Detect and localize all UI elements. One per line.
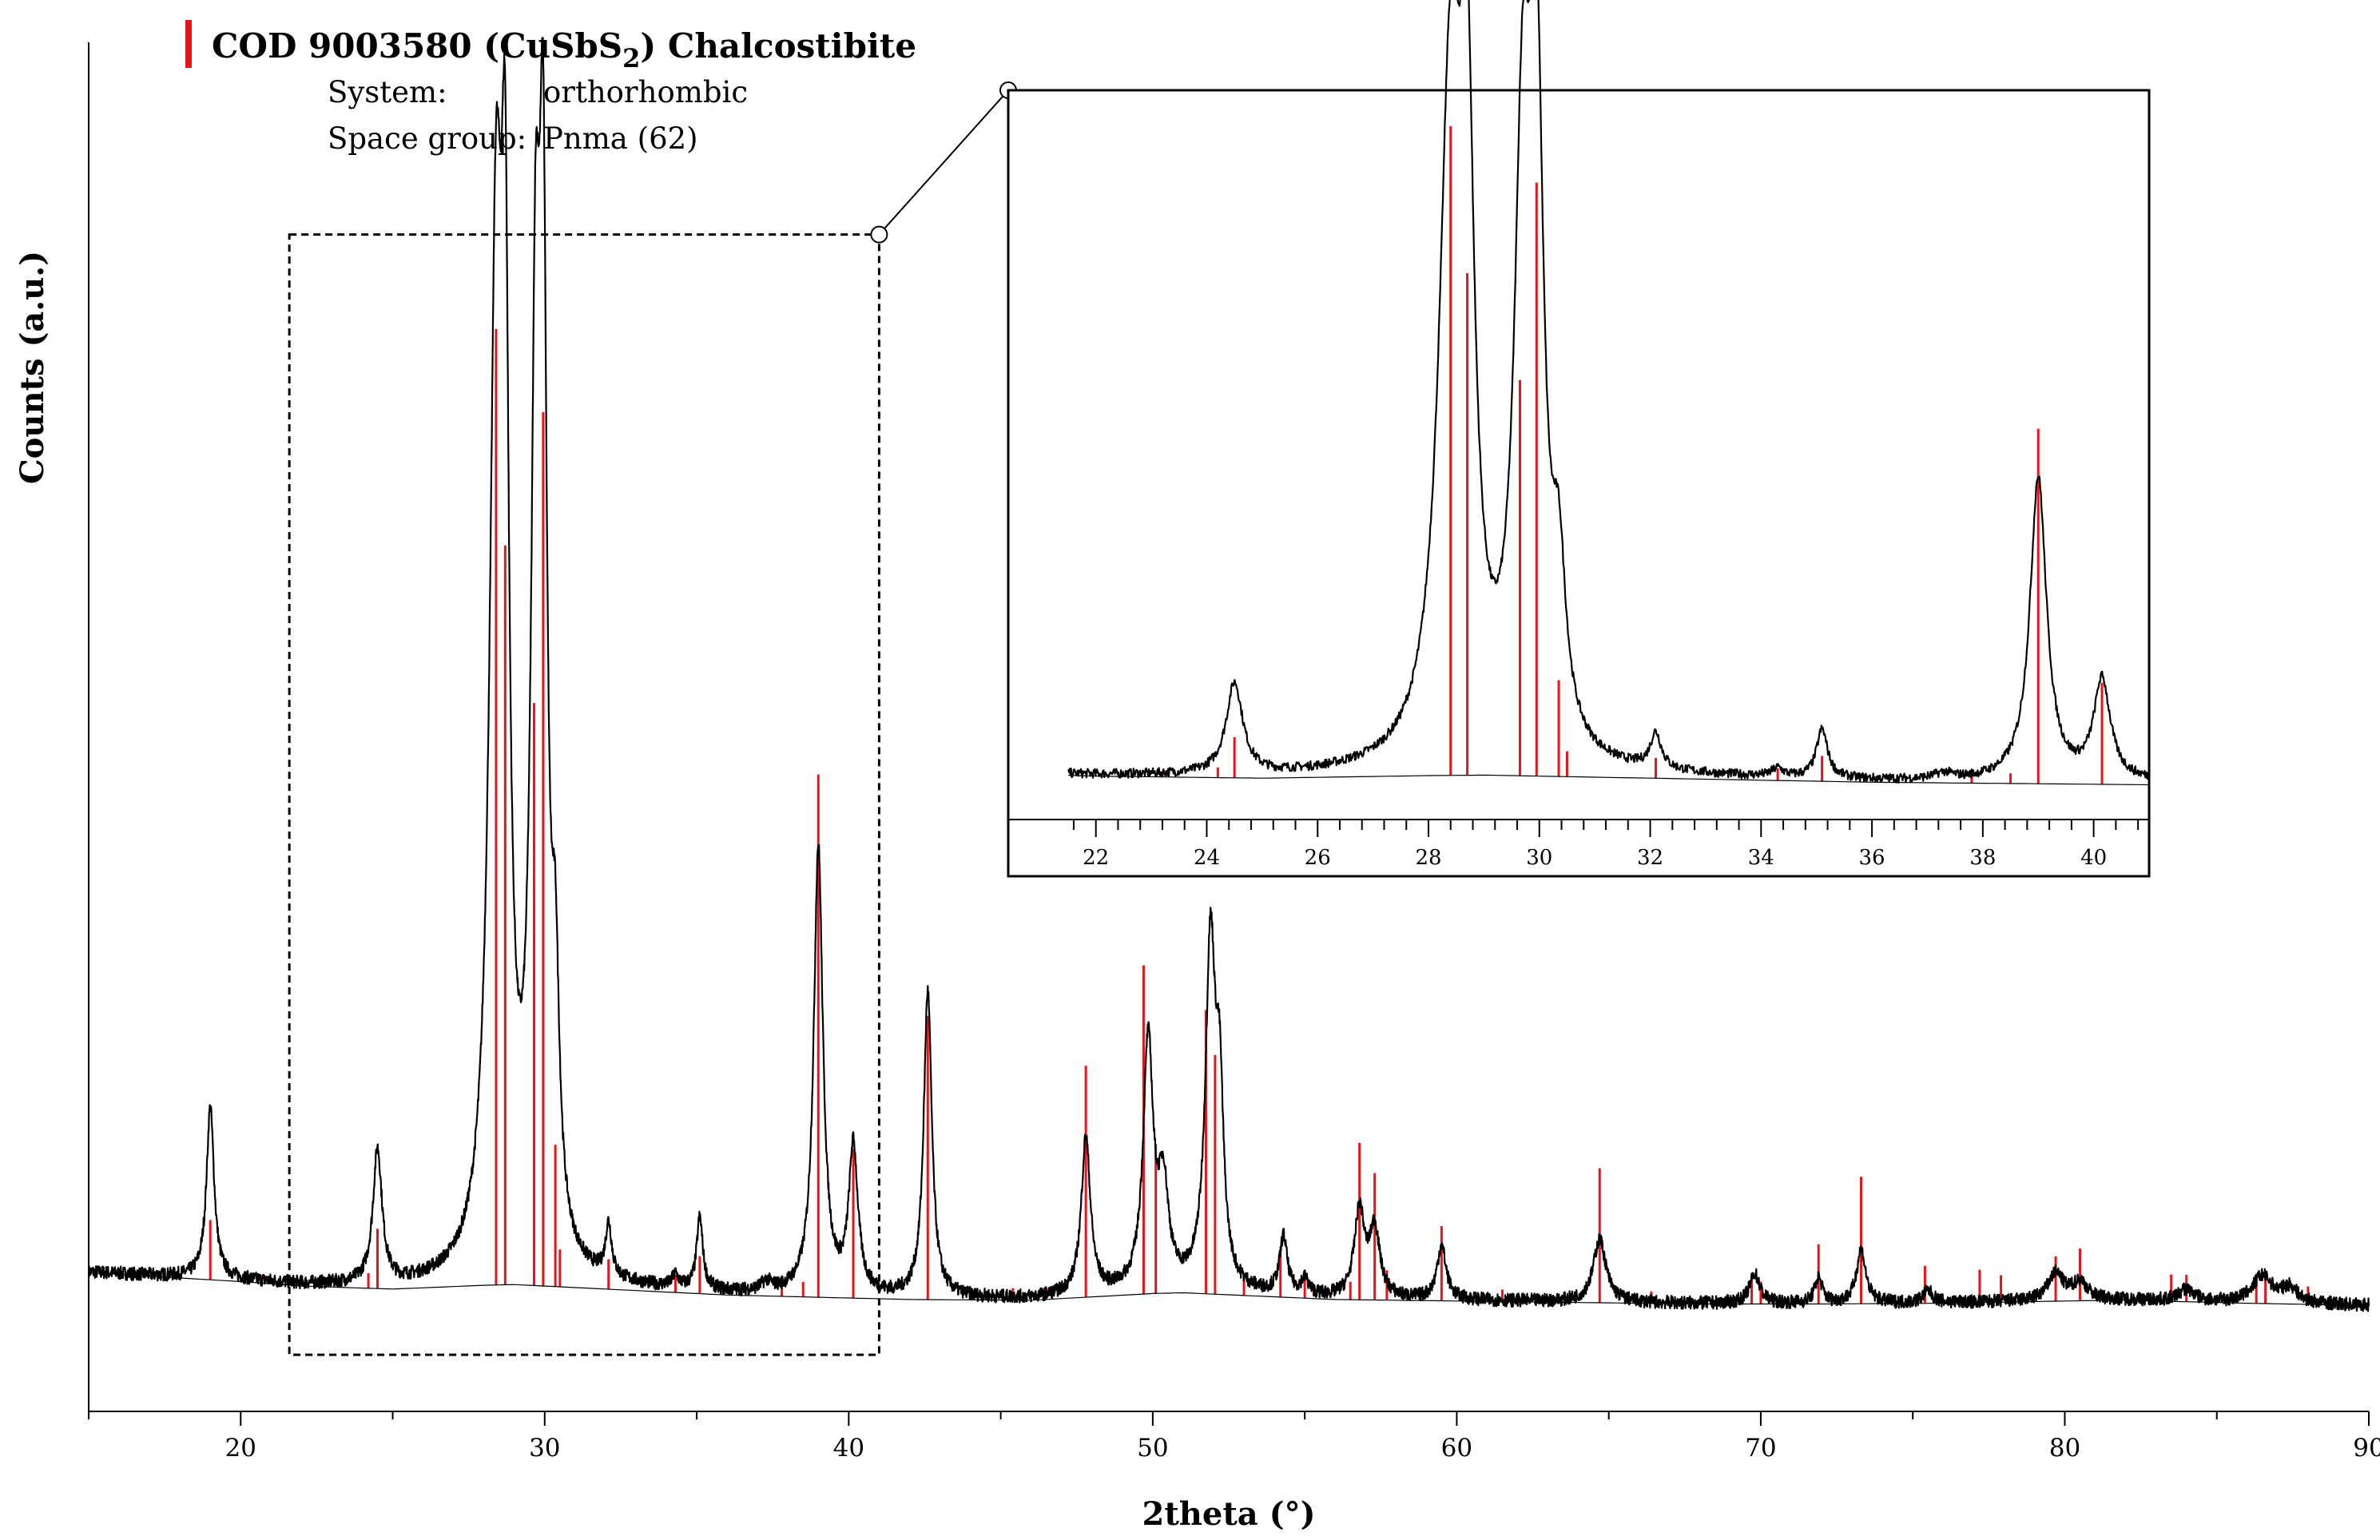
main-x-ticks xyxy=(88,1411,2370,1426)
y-axis-title: Counts (a.u.) xyxy=(14,251,51,484)
inset-frame xyxy=(1007,89,2151,878)
main-x-tick-labels: 20 30 40 50 60 70 80 90 xyxy=(225,1434,2380,1463)
inset-x-tick-label-40: 40 xyxy=(2080,846,2107,870)
inset-x-tick-label-26: 26 xyxy=(1305,846,1331,870)
main-x-tick-label-40: 40 xyxy=(833,1434,864,1463)
x-axis-title: 2theta (°) xyxy=(1142,1495,1315,1533)
main-x-tick-label-60: 60 xyxy=(1441,1434,1472,1463)
main-x-tick-label-30: 30 xyxy=(529,1434,560,1463)
legend-space-group-value: Pnma (62) xyxy=(543,121,698,156)
inset-x-tick-label-32: 32 xyxy=(1637,846,1663,870)
inset-x-tick-labels: 22 24 26 28 30 32 34 36 38 40 xyxy=(1083,846,2107,870)
main-x-tick-label-80: 80 xyxy=(2049,1434,2080,1463)
inset-x-tick-label-36: 36 xyxy=(1859,846,1885,870)
inset-x-tick-label-22: 22 xyxy=(1083,846,1109,870)
main-x-tick-label-90: 90 xyxy=(2353,1434,2380,1463)
inset-x-tick-label-28: 28 xyxy=(1415,846,1441,870)
legend-system-label: System: xyxy=(328,75,447,109)
inset-x-tick-label-34: 34 xyxy=(1748,846,1774,870)
zoom-region-box xyxy=(288,233,880,1356)
zoom-connector-start-circle xyxy=(870,225,888,244)
inset-background-baseline xyxy=(1067,774,2150,786)
zoom-connector-line xyxy=(878,89,1009,236)
legend-title: COD 9003580 (CuSbS2) Chalcostibite xyxy=(212,26,916,73)
inset-x-tick-label-30: 30 xyxy=(1526,846,1552,870)
main-x-tick-label-20: 20 xyxy=(225,1434,256,1463)
inset-x-tick-label-38: 38 xyxy=(1969,846,1996,870)
inset-measured-pattern-line xyxy=(1067,0,2150,784)
legend-system-value: orthorhombic xyxy=(543,75,748,109)
legend-space-group-label: Space group: xyxy=(328,121,526,156)
measured-pattern-line xyxy=(87,37,2370,1312)
inset-x-tick-label-24: 24 xyxy=(1194,846,1220,870)
inset-reference-lines xyxy=(1161,125,2104,784)
legend-red-marker xyxy=(185,20,192,68)
main-x-tick-label-50: 50 xyxy=(1137,1434,1168,1463)
main-x-tick-label-70: 70 xyxy=(1745,1434,1776,1463)
inset-x-ticks xyxy=(1072,820,2140,837)
